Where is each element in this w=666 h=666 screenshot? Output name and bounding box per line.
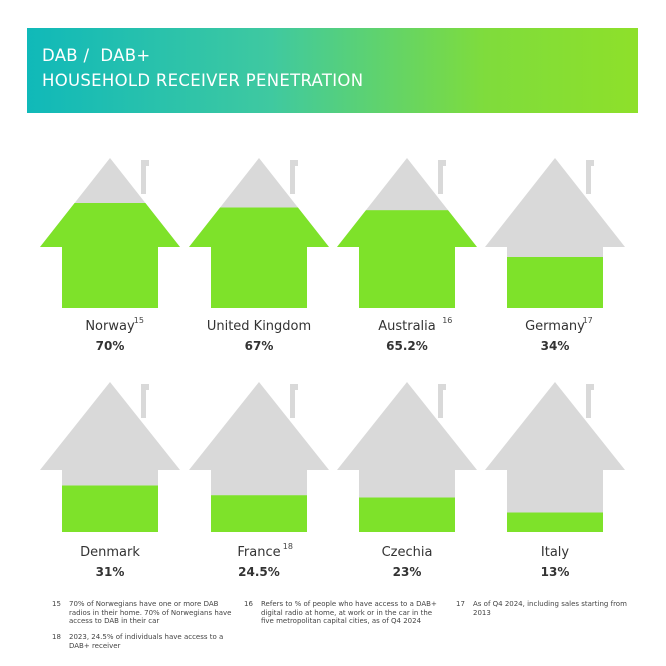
value-label: 13% — [541, 565, 570, 579]
title-banner: DAB / DAB+ HOUSEHOLD RECEIVER PENETRATIO… — [27, 28, 638, 113]
chimney — [141, 384, 149, 418]
fill-bar — [337, 210, 477, 308]
title-line-2: HOUSEHOLD RECEIVER PENETRATION — [42, 71, 364, 90]
chimney — [290, 384, 298, 418]
house-united-kingdom: United Kingdom 67% — [189, 158, 329, 353]
house-outline — [189, 382, 329, 532]
footnote-ref: 16 — [442, 316, 452, 325]
house-outline — [485, 382, 625, 532]
house-italy: Italy 13% — [485, 382, 625, 579]
fill-bar — [40, 485, 180, 532]
value-label: 24.5% — [238, 565, 280, 579]
title-line-1: DAB / DAB+ — [42, 46, 151, 65]
footnote-number: 18 — [52, 633, 61, 641]
house-denmark: Denmark 31% — [40, 382, 180, 579]
value-label: 34% — [541, 339, 570, 353]
footnote-ref: 17 — [583, 316, 593, 325]
house-australia: Australia 16 65.2% — [337, 158, 477, 353]
value-label: 70% — [96, 339, 125, 353]
country-label: Germany — [525, 319, 585, 334]
footnote-number: 17 — [456, 600, 465, 608]
country-label: Czechia — [382, 545, 433, 560]
chimney — [438, 160, 446, 194]
value-label: 67% — [245, 339, 274, 353]
footnote-text: 70% of Norwegians have one or more DAB r… — [69, 600, 232, 625]
footnote-number: 16 — [244, 600, 253, 608]
fill-bar — [40, 203, 180, 308]
country-label: France — [237, 545, 280, 560]
footnote-text: Refers to % of people who have access to… — [261, 600, 437, 625]
fill-bar — [485, 257, 625, 308]
footnote-text: 2023, 24.5% of individuals have access t… — [69, 633, 224, 650]
country-label: Norway — [85, 319, 135, 334]
value-label: 23% — [393, 565, 422, 579]
footnote-number: 15 — [52, 600, 61, 608]
fill-bar — [189, 495, 329, 532]
country-label: Italy — [541, 545, 570, 560]
country-label: Denmark — [80, 545, 140, 560]
value-label: 65.2% — [386, 339, 428, 353]
chimney — [438, 384, 446, 418]
chimney — [586, 160, 594, 194]
fill-bar — [189, 207, 329, 308]
footnote-ref: 18 — [283, 542, 293, 551]
country-label: Australia — [378, 319, 436, 334]
house-norway: Norway 15 70% — [40, 158, 180, 353]
house-france: France 18 24.5% — [189, 382, 329, 579]
fill-bar — [485, 512, 625, 532]
chimney — [586, 384, 594, 418]
house-czechia: Czechia 23% — [337, 382, 477, 579]
value-label: 31% — [96, 565, 125, 579]
house-outline — [337, 382, 477, 532]
footnote-text: As of Q4 2024, including sales starting … — [473, 600, 627, 617]
footnote-ref: 15 — [134, 316, 144, 325]
country-label: United Kingdom — [207, 319, 311, 334]
chimney — [141, 160, 149, 194]
fill-bar — [337, 497, 477, 532]
chimney — [290, 160, 298, 194]
